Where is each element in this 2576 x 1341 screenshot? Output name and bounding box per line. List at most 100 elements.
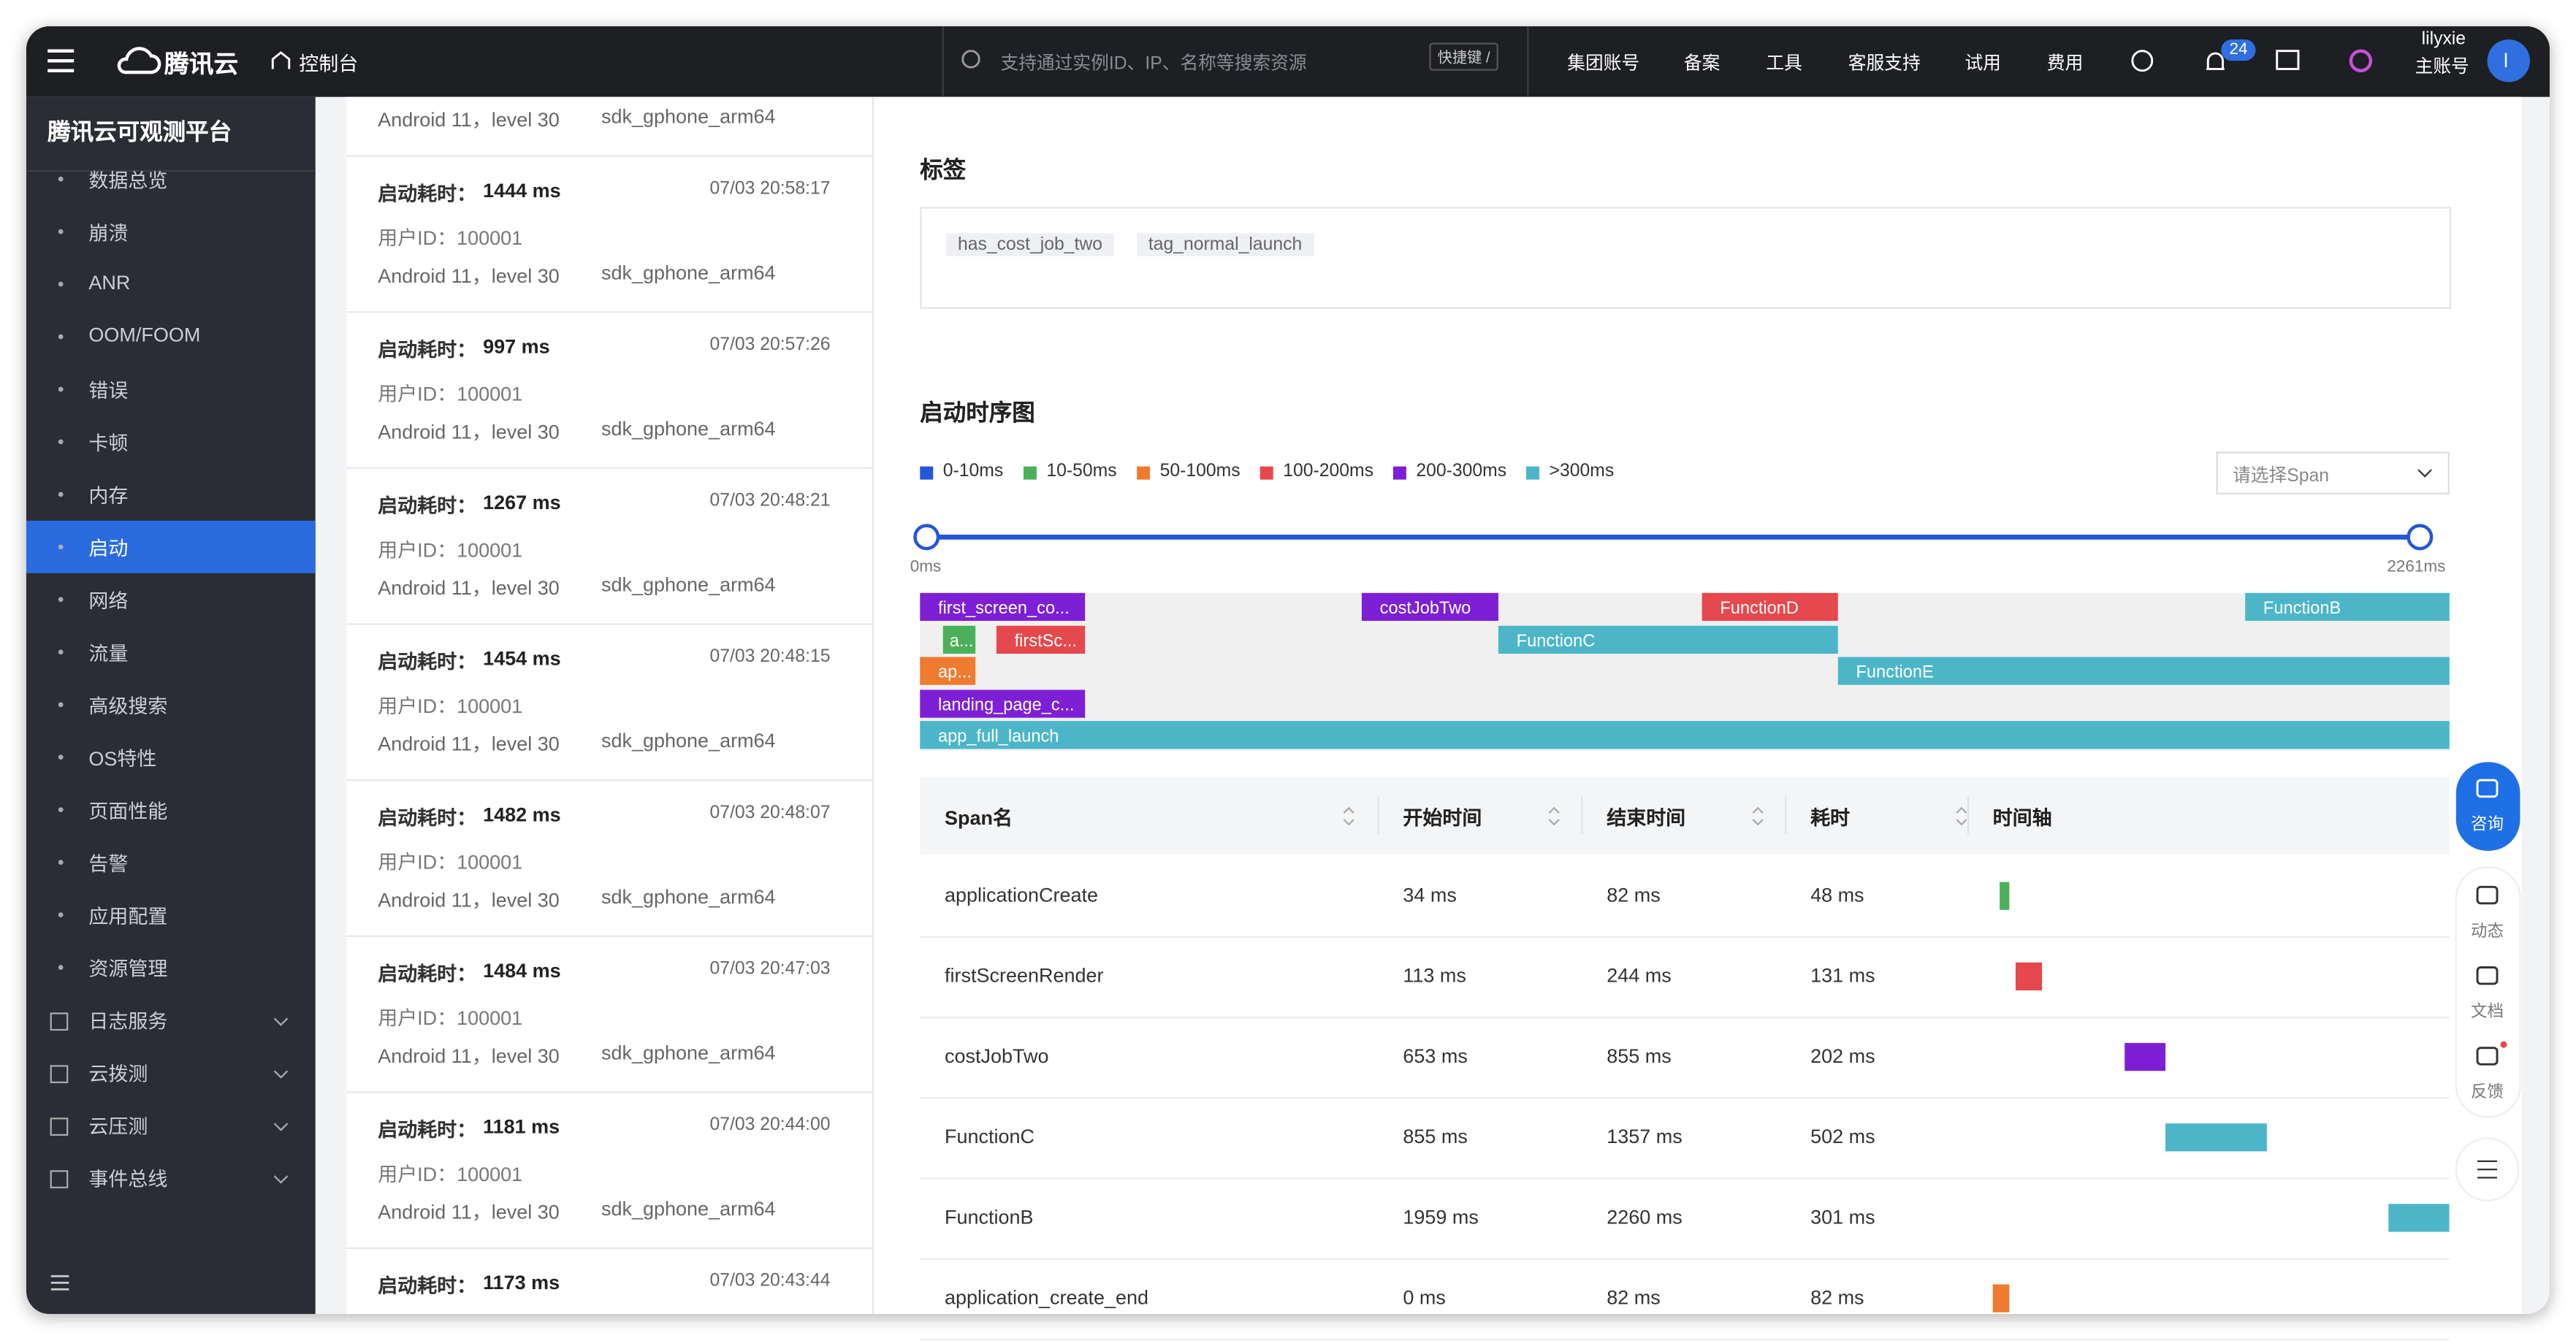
select: [2216, 451, 2450, 494]
menu-item[interactable]: 应用配置: [88, 905, 168, 928]
search-icon: [961, 50, 980, 69]
record-duration[interactable]: 1484 ms: [483, 959, 561, 982]
table-header: 开始时间: [1403, 806, 1482, 830]
span-select[interactable]: 请选择Span: [2232, 466, 2329, 486]
menu-item[interactable]: 资源管理: [88, 957, 168, 981]
menu-group[interactable]: 云拨测: [88, 1062, 148, 1086]
menu-item[interactable]: 告警: [88, 852, 129, 876]
record-user: 用户ID：100001: [378, 382, 523, 406]
slider-min: 0ms: [910, 558, 942, 577]
sort-icon: [1956, 806, 1967, 826]
gantt-bar: [1498, 625, 1838, 654]
menu-item[interactable]: 崩溃: [88, 221, 129, 245]
float-button[interactable]: 反馈: [2471, 1084, 2504, 1102]
tag: has_cost_job_two: [946, 233, 1114, 256]
sort-icon: [1343, 806, 1354, 826]
record-label[interactable]: 启动耗时：: [378, 1274, 477, 1298]
group-icon: [50, 1065, 69, 1084]
float-button[interactable]: 文档: [2471, 1003, 2504, 1022]
console-link[interactable]: 控制台: [299, 52, 359, 76]
gantt-bar: [2245, 592, 2450, 622]
record-time: 07/03 20:48:07: [709, 803, 831, 823]
record-os: Android 11，level 30: [378, 1200, 560, 1224]
icon: [2276, 50, 2300, 70]
collapse-icon: [50, 1275, 69, 1291]
record-label[interactable]: 启动耗时：: [378, 338, 477, 362]
bullet: [58, 965, 64, 970]
menu-group[interactable]: 事件总线: [88, 1167, 168, 1191]
legend-label: 50-100ms: [1159, 461, 1241, 481]
group-icon: [50, 1118, 69, 1136]
record-duration[interactable]: 997 ms: [483, 335, 550, 359]
menu-item[interactable]: 错误: [88, 379, 129, 402]
nav-item[interactable]: 集团账号: [1567, 54, 1640, 74]
bullet: [58, 386, 64, 392]
record-duration[interactable]: 1173 ms: [483, 1271, 560, 1294]
record-duration[interactable]: 1444 ms: [483, 179, 561, 202]
sidebar: [26, 96, 316, 1314]
menu-group[interactable]: 日志服务: [88, 1009, 168, 1034]
bullet: [58, 702, 64, 708]
cell-duration: 48 ms: [1810, 883, 1864, 907]
record-time: 07/03 20:47:03: [709, 959, 831, 979]
record-time: 07/03 20:48:15: [709, 646, 831, 667]
record-user: 用户ID：100001: [378, 695, 523, 718]
record-model: sdk_gphone_arm64: [601, 729, 776, 752]
record-duration[interactable]: 1482 ms: [483, 803, 561, 827]
menu-item[interactable]: 数据总览: [88, 169, 168, 193]
legend-label: >300ms: [1549, 461, 1615, 481]
gantt-label: firstSc...: [1015, 632, 1077, 651]
cell-start: 34 ms: [1403, 883, 1457, 907]
record-time: 07/03 20:43:44: [709, 1271, 831, 1291]
avatar-letter: l: [2504, 49, 2509, 72]
gantt-bar: [920, 721, 2450, 749]
legend-label: 100-200ms: [1283, 461, 1374, 481]
bullet: [58, 439, 64, 445]
nav-item[interactable]: 备案: [1683, 54, 1720, 74]
record-os: Android 11，level 30: [378, 420, 560, 444]
menu-item[interactable]: OS特性: [88, 747, 157, 771]
record-duration[interactable]: 1267 ms: [483, 491, 561, 514]
menu-item[interactable]: 卡顿: [88, 432, 129, 455]
record-label[interactable]: 启动耗时：: [378, 182, 477, 206]
gantt-bar: [996, 625, 1086, 654]
menu-item[interactable]: 高级搜索: [88, 695, 168, 718]
menu-item[interactable]: OOM/FOOM: [88, 323, 201, 347]
float-button[interactable]: 动态: [2471, 922, 2504, 941]
record-duration[interactable]: 1454 ms: [483, 646, 561, 670]
menu-item[interactable]: ANR: [88, 271, 131, 294]
nav-item[interactable]: 工具: [1766, 54, 1802, 74]
section-title: 标签: [920, 156, 967, 183]
nav-item[interactable]: 客服支持: [1848, 54, 1921, 74]
record-label[interactable]: 启动耗时：: [378, 806, 477, 830]
section-title: 启动时序图: [920, 399, 1035, 426]
legend-swatch: [1260, 466, 1273, 480]
nav-item[interactable]: 试用: [1965, 54, 2001, 74]
search-input[interactable]: 支持通过实例ID、IP、名称等搜索资源: [1000, 54, 1307, 74]
menu-item[interactable]: 内存: [88, 484, 129, 508]
table-header-bg: [920, 776, 2450, 855]
table-header: Span名: [945, 806, 1013, 830]
record-model: sdk_gphone_arm64: [601, 885, 776, 909]
record-label[interactable]: 启动耗时：: [378, 1118, 477, 1142]
menu-item[interactable]: 网络: [88, 589, 129, 613]
float-button[interactable]: 咨询: [2471, 816, 2504, 835]
record-duration[interactable]: 1181 ms: [483, 1115, 560, 1139]
record-os: Android 11，level 30: [378, 264, 560, 288]
record-time: 07/03 20:48:21: [709, 491, 831, 511]
menu-item[interactable]: 页面性能: [88, 800, 168, 823]
menu-group[interactable]: 云压测: [88, 1115, 148, 1139]
nav-item[interactable]: 费用: [2046, 54, 2084, 74]
cell-end: 82 ms: [1607, 1285, 1661, 1310]
record-label[interactable]: 启动耗时：: [378, 650, 477, 673]
timeline-bar: [2165, 1123, 2267, 1152]
sidebar-title: 腾讯云可观测平台: [47, 118, 232, 145]
record-label[interactable]: 启动耗时：: [378, 494, 477, 518]
tag: tag_normal_launch: [1137, 233, 1314, 256]
menu-item[interactable]: 启动: [88, 537, 129, 560]
cell-duration: 502 ms: [1810, 1125, 1875, 1148]
record-label[interactable]: 启动耗时：: [378, 962, 477, 986]
cell-start: 855 ms: [1403, 1125, 1468, 1148]
menu-item[interactable]: 流量: [88, 642, 129, 665]
